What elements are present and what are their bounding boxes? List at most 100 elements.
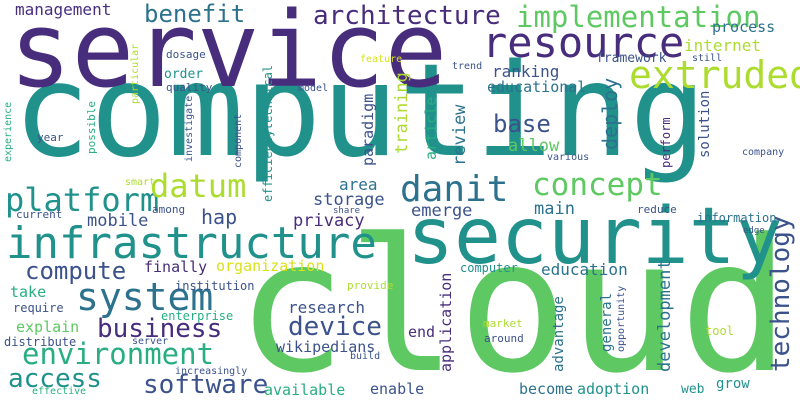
word-end: end <box>408 323 436 341</box>
word-edge: edge <box>743 226 765 236</box>
word-reduce: reduce <box>637 203 677 216</box>
word-development: development <box>655 259 675 372</box>
word-feature: feature <box>360 54 403 65</box>
word-hap: hap <box>201 205 238 229</box>
word-infrastructure: infrastructure <box>6 218 377 269</box>
word-training: training <box>392 72 412 154</box>
word-computer: computer <box>460 261 518 275</box>
word-management: management <box>15 0 112 19</box>
word-web: web <box>681 382 705 397</box>
word-technical: technical <box>261 64 275 130</box>
word-experience: experience <box>3 101 14 162</box>
word-still: still <box>692 53 723 64</box>
word-solution: solution <box>697 90 713 158</box>
word-main: main <box>534 199 575 219</box>
word-take: take <box>10 283 47 301</box>
word-possible: possible <box>85 101 98 154</box>
word-education: education <box>541 260 628 279</box>
word-allow: allow <box>508 136 560 156</box>
word-advantage: advantage <box>551 296 567 372</box>
word-provide: provide <box>347 279 394 292</box>
word-increasingly: increasingly <box>175 366 248 377</box>
word-device: device <box>288 312 382 342</box>
word-model: model <box>298 83 329 94</box>
word-require: require <box>13 301 64 315</box>
word-ranking: ranking <box>492 62 560 81</box>
word-opportunity: opportunity <box>616 285 627 352</box>
word-framework: framework <box>596 51 667 66</box>
word-area: area <box>339 175 378 194</box>
word-internet: internet <box>684 36 762 55</box>
word-effective: effective <box>32 386 87 397</box>
word-concept: concept <box>532 167 663 203</box>
word-adoption: adoption <box>577 380 650 398</box>
word-build: build <box>350 351 381 362</box>
word-tool: tool <box>705 324 734 338</box>
word-benefit: benefit <box>144 0 246 28</box>
word-system: system <box>76 275 214 319</box>
word-datum: datum <box>150 167 247 205</box>
word-emerge: emerge <box>411 201 473 221</box>
word-process: process <box>712 18 776 36</box>
word-share: share <box>333 206 361 216</box>
word-become: become <box>519 380 574 398</box>
word-information: information <box>697 211 777 225</box>
word-wikipedians: wikipedians <box>276 338 376 356</box>
word-business: business <box>97 314 223 344</box>
word-quality: quality <box>166 81 213 94</box>
word-service: service <box>9 0 448 111</box>
word-company: company <box>742 147 785 158</box>
word-deploy: deploy <box>598 77 622 150</box>
word-around: around <box>484 332 524 345</box>
word-smart: smart <box>125 177 156 188</box>
word-order: order <box>164 67 204 82</box>
word-among: among <box>152 203 186 216</box>
word-efficiency: efficiency <box>261 129 275 202</box>
word-review: review <box>450 104 470 166</box>
word-various: various <box>547 152 590 163</box>
word-technology: technology <box>766 215 796 372</box>
word-resource: resource <box>482 18 685 67</box>
word-perform: perform <box>659 117 673 168</box>
word-organization: organization <box>216 257 325 275</box>
word-computing: computing <box>13 37 707 186</box>
word-research: research <box>288 298 366 317</box>
word-access: access <box>8 364 102 394</box>
word-year: year <box>37 131 64 144</box>
word-educational: educational <box>487 78 587 96</box>
word-article: article <box>422 96 440 160</box>
word-available: available <box>264 381 346 399</box>
word-application: application <box>437 272 455 372</box>
word-general: general <box>599 292 615 352</box>
word-server: server <box>132 336 169 347</box>
word-paradigm: paradigm <box>359 93 377 166</box>
word-enable: enable <box>370 380 425 398</box>
word-finally: finally <box>144 258 208 276</box>
word-particular: particular <box>130 43 141 104</box>
word-explain: explain <box>16 318 80 336</box>
word-storage: storage <box>313 190 385 210</box>
word-mobile: mobile <box>87 211 149 231</box>
word-current: current <box>16 208 63 221</box>
word-architecture: architecture <box>313 1 501 31</box>
word-danit: danit <box>400 169 509 210</box>
word-cloud: cloud <box>236 200 790 400</box>
word-extruded: extruded <box>629 53 800 97</box>
word-investigate: investigate <box>184 95 195 162</box>
word-base: base <box>493 110 551 138</box>
word-software: software <box>143 370 269 400</box>
word-component: component <box>233 113 244 168</box>
word-enterprise: enterprise <box>161 309 234 323</box>
word-environment: environment <box>22 337 215 371</box>
word-platform: platform <box>5 181 160 219</box>
word-grow: grow <box>716 376 750 392</box>
word-distribute: distribute <box>4 335 77 349</box>
word-implementation: implementation <box>516 0 761 34</box>
word-dosage: dosage <box>166 48 206 61</box>
word-security: security <box>407 192 783 282</box>
word-compute: compute <box>25 257 127 285</box>
word-privacy: privacy <box>293 211 365 231</box>
word-institution: institution <box>175 279 255 293</box>
word-trend: trend <box>452 61 483 72</box>
